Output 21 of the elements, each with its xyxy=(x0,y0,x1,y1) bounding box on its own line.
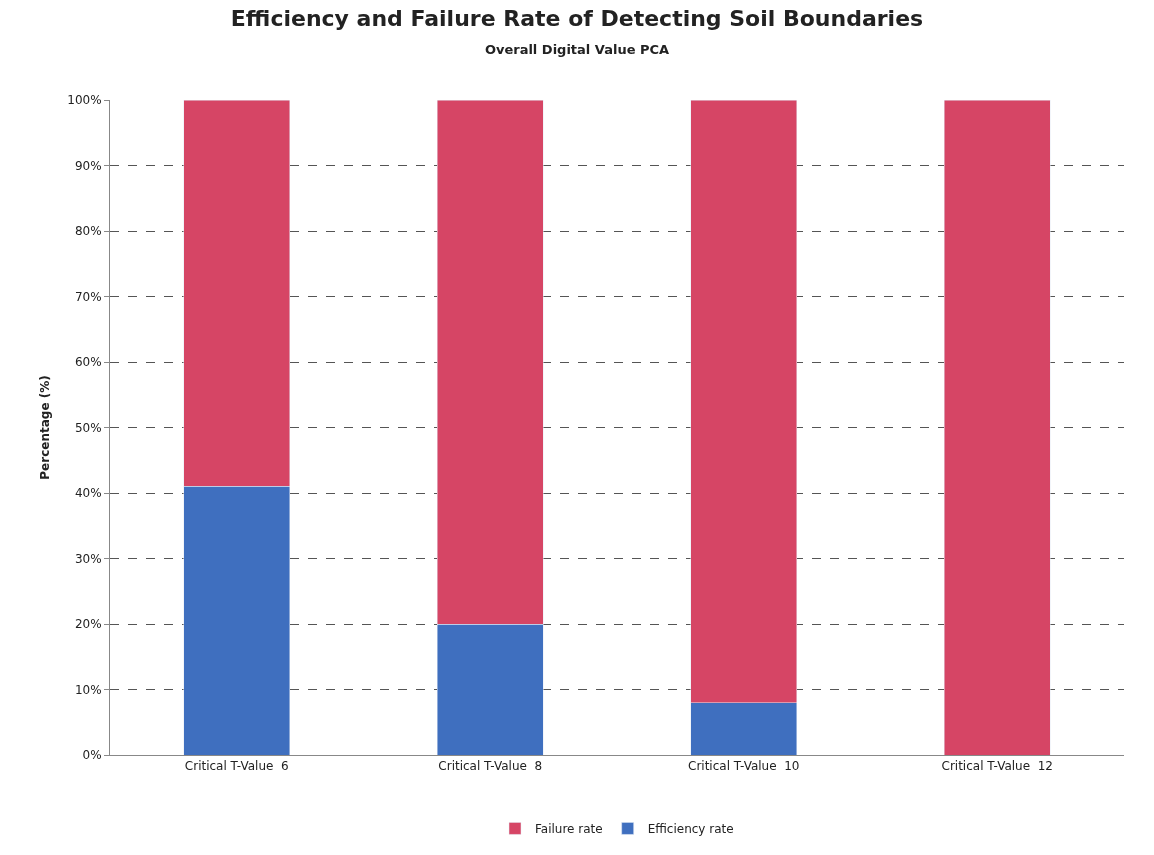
y-tick-label: 60% xyxy=(74,355,102,370)
x-tick-label: Critical T-Value 8 xyxy=(438,759,543,774)
bar xyxy=(943,100,1051,755)
y-tick-label: 90% xyxy=(74,158,102,173)
y-tick-label: 40% xyxy=(74,486,102,501)
y-tick-label: 20% xyxy=(74,617,102,632)
y-tick-label: 100% xyxy=(67,93,102,108)
y-tick-label: 70% xyxy=(74,289,102,304)
legend-label: Failure rate xyxy=(535,822,603,837)
y-tick-label: 0% xyxy=(82,748,102,763)
y-axis-title: Percentage (%) xyxy=(37,375,52,480)
y-tick-label: 50% xyxy=(74,420,102,435)
x-tick-label: Critical T-Value 12 xyxy=(941,759,1053,774)
legend-label: Efficiency rate xyxy=(647,822,734,837)
x-tick-label: Critical T-Value 10 xyxy=(688,759,800,774)
chart-subtitle: Overall Digital Value PCA xyxy=(484,42,670,58)
chart-title: Efficiency and Failure Rate of Detecting Soil Boundaries xyxy=(230,5,924,31)
y-tick-label: 80% xyxy=(74,224,102,239)
x-tick-label: Critical T-Value 6 xyxy=(184,759,289,774)
y-tick-label: 10% xyxy=(74,682,102,697)
y-tick-label: 30% xyxy=(74,551,102,566)
